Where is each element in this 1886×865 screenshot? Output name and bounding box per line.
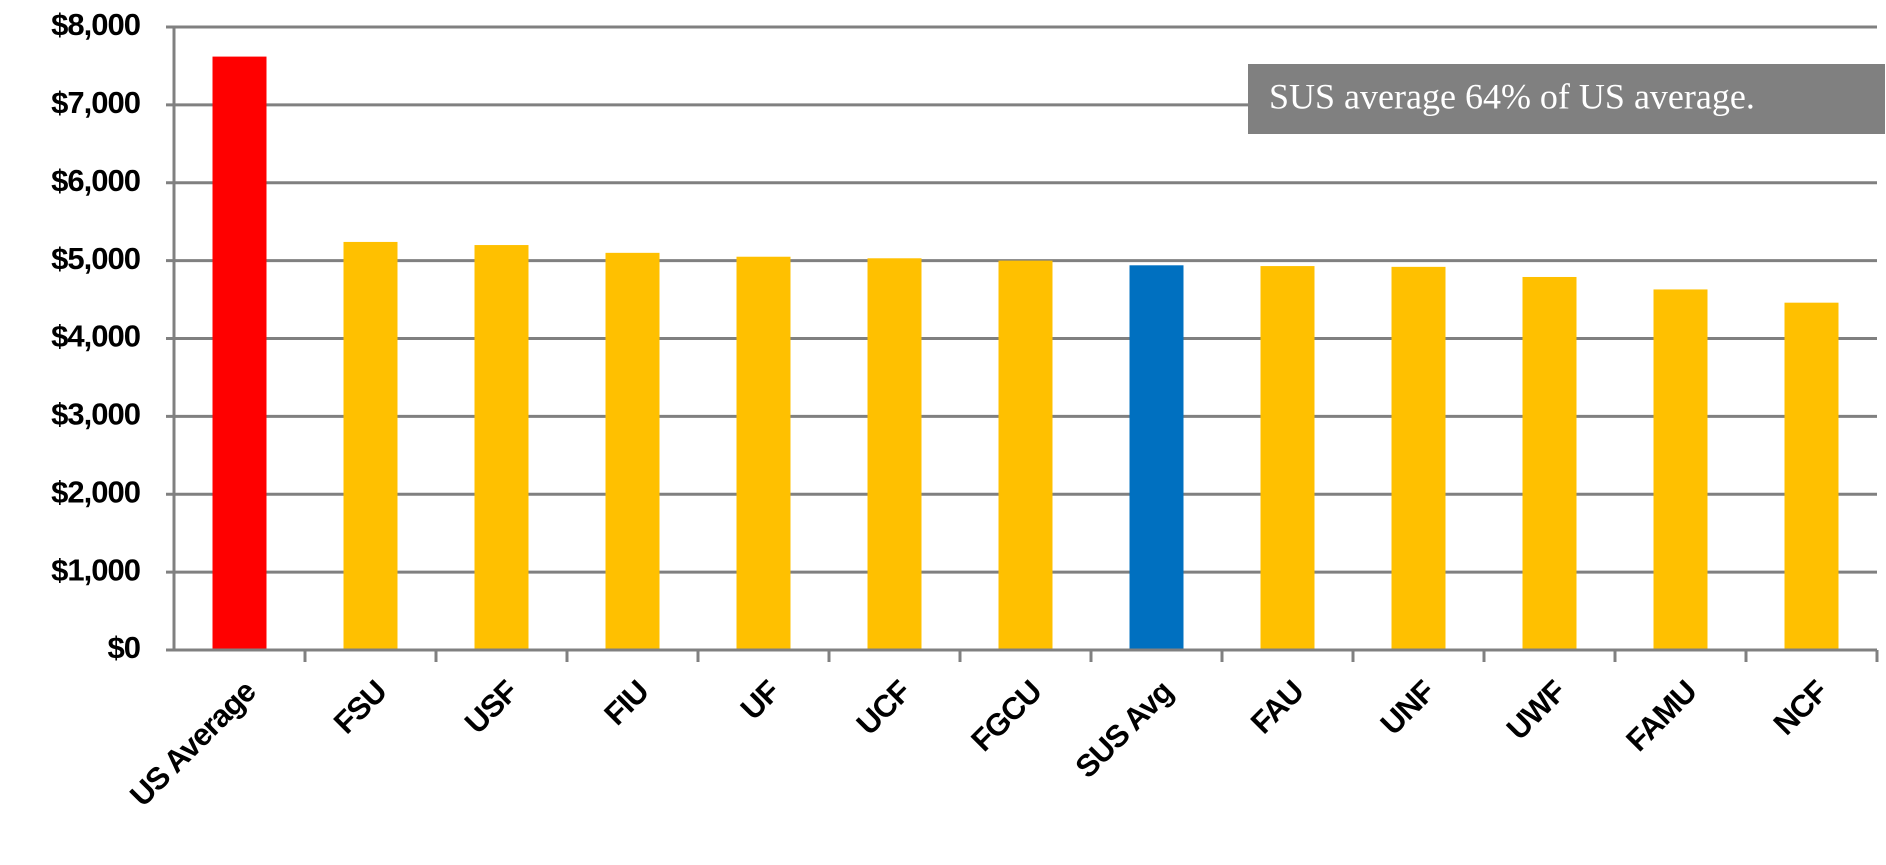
x-tick-label: USF xyxy=(458,674,525,741)
bar xyxy=(736,256,791,650)
x-tick-label: UCF xyxy=(850,674,918,742)
y-tick-label: $8,000 xyxy=(51,7,140,42)
y-tick-label: $5,000 xyxy=(51,241,140,276)
y-tick-label: $0 xyxy=(108,630,140,665)
x-tick-label: FAMU xyxy=(1619,674,1703,758)
bar xyxy=(998,260,1053,650)
x-tick-label: NCF xyxy=(1767,674,1835,742)
bar xyxy=(1391,266,1446,650)
bar xyxy=(1522,276,1577,650)
bar xyxy=(212,56,267,650)
bar xyxy=(867,258,922,650)
bar xyxy=(1784,302,1839,650)
x-tick-label: UWF xyxy=(1500,674,1573,747)
y-tick-label: $6,000 xyxy=(51,163,140,198)
y-tick-label: $4,000 xyxy=(51,319,140,354)
bar xyxy=(1653,289,1708,650)
annotation-box xyxy=(1248,64,1885,134)
bar xyxy=(1129,265,1184,650)
bar xyxy=(343,241,398,650)
y-tick-label: $2,000 xyxy=(51,474,140,509)
x-tick-label: SUS Avg xyxy=(1068,674,1179,785)
x-tick-label: FIU xyxy=(597,674,655,732)
x-tick-label: FAU xyxy=(1244,674,1310,740)
x-tick-label: FSU xyxy=(327,674,393,740)
x-tick-label: UF xyxy=(734,674,787,727)
y-tick-label: $1,000 xyxy=(51,552,140,587)
annotation: SUS average 64% of US average. xyxy=(1269,76,1755,116)
x-tick-label: UNF xyxy=(1374,674,1442,742)
x-tick-label: US Average xyxy=(123,673,263,813)
bar xyxy=(474,245,529,651)
x-tick-label: FGCU xyxy=(964,674,1048,758)
bar xyxy=(605,252,660,650)
y-tick-label: $3,000 xyxy=(51,397,140,432)
bar xyxy=(1260,266,1315,650)
y-tick-label: $7,000 xyxy=(51,85,140,120)
